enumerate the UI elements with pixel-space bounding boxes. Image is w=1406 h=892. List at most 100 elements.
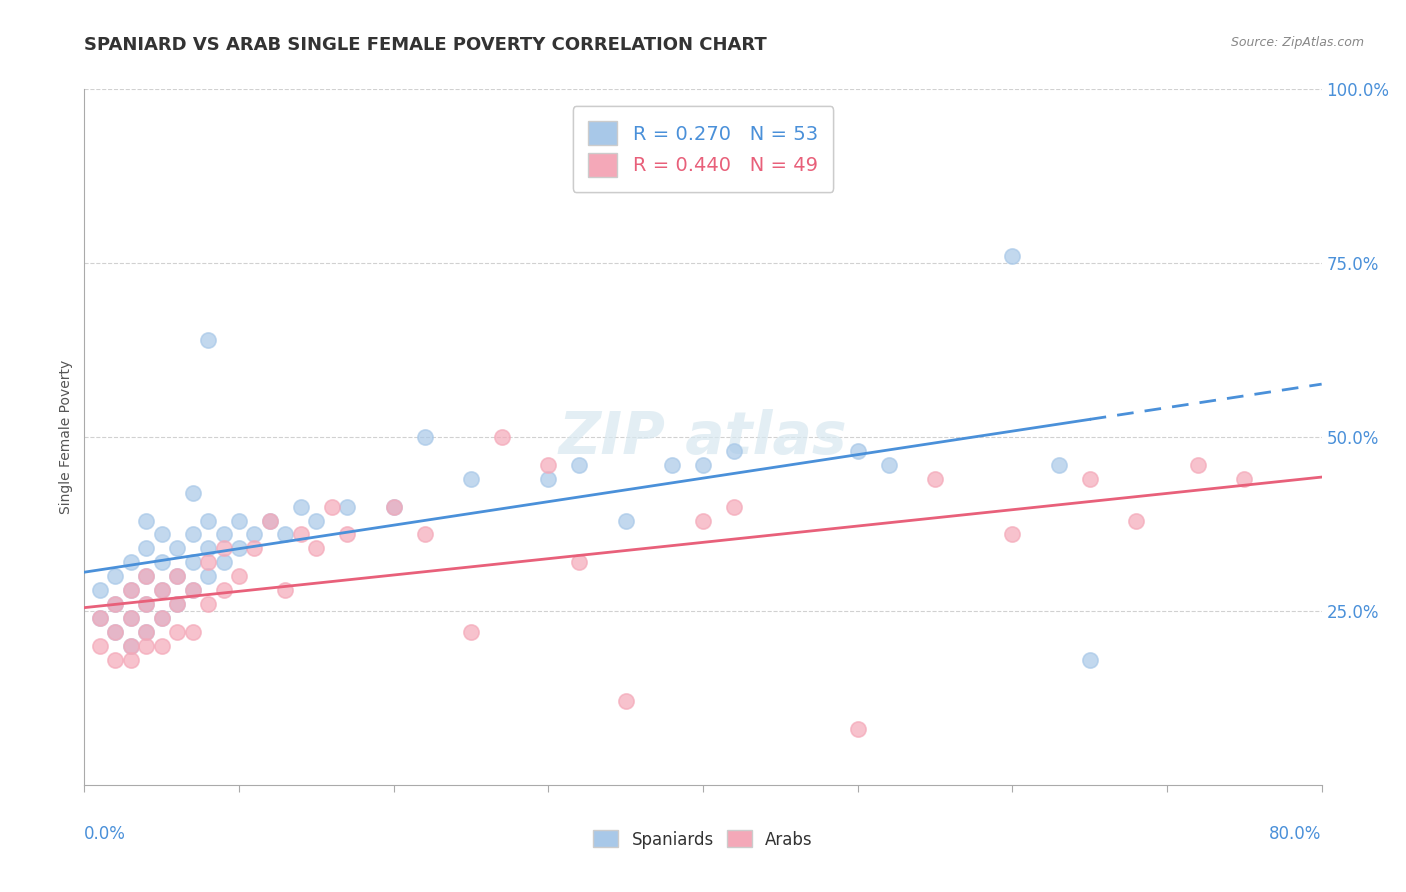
Point bbox=[104, 597, 127, 611]
Point bbox=[181, 527, 204, 541]
Point bbox=[104, 624, 127, 639]
Point bbox=[1187, 458, 1209, 472]
Point bbox=[120, 583, 142, 598]
Point bbox=[135, 624, 157, 639]
Point bbox=[120, 611, 142, 625]
Point bbox=[104, 597, 127, 611]
Point bbox=[150, 583, 173, 598]
Point bbox=[614, 694, 637, 708]
Point bbox=[212, 527, 235, 541]
Point bbox=[166, 597, 188, 611]
Point bbox=[723, 444, 745, 458]
Point bbox=[197, 333, 219, 347]
Point bbox=[166, 624, 188, 639]
Point bbox=[104, 653, 127, 667]
Point bbox=[1233, 472, 1256, 486]
Point bbox=[537, 472, 560, 486]
Point bbox=[135, 514, 157, 528]
Point bbox=[181, 624, 204, 639]
Legend: Spaniards, Arabs: Spaniards, Arabs bbox=[585, 822, 821, 857]
Point bbox=[1125, 514, 1147, 528]
Point bbox=[120, 583, 142, 598]
Point bbox=[197, 514, 219, 528]
Point bbox=[243, 541, 266, 556]
Point bbox=[197, 569, 219, 583]
Point bbox=[924, 472, 946, 486]
Y-axis label: Single Female Poverty: Single Female Poverty bbox=[59, 360, 73, 514]
Point bbox=[135, 597, 157, 611]
Text: 0.0%: 0.0% bbox=[84, 825, 127, 843]
Point bbox=[120, 639, 142, 653]
Point bbox=[568, 555, 591, 569]
Point bbox=[413, 430, 436, 444]
Point bbox=[197, 541, 219, 556]
Point bbox=[274, 527, 297, 541]
Legend: R = 0.270   N = 53, R = 0.440   N = 49: R = 0.270 N = 53, R = 0.440 N = 49 bbox=[572, 106, 834, 192]
Point bbox=[120, 639, 142, 653]
Point bbox=[166, 569, 188, 583]
Point bbox=[846, 723, 869, 737]
Point bbox=[212, 555, 235, 569]
Point bbox=[305, 541, 328, 556]
Point bbox=[1078, 653, 1101, 667]
Point bbox=[321, 500, 343, 514]
Point bbox=[135, 541, 157, 556]
Point bbox=[336, 527, 359, 541]
Point bbox=[135, 639, 157, 653]
Point bbox=[846, 444, 869, 458]
Point bbox=[150, 527, 173, 541]
Point bbox=[877, 458, 900, 472]
Point bbox=[104, 624, 127, 639]
Point bbox=[197, 555, 219, 569]
Point bbox=[120, 653, 142, 667]
Point bbox=[661, 458, 683, 472]
Point bbox=[89, 611, 111, 625]
Point bbox=[228, 541, 250, 556]
Point bbox=[89, 583, 111, 598]
Point bbox=[460, 624, 482, 639]
Point bbox=[166, 541, 188, 556]
Point bbox=[491, 430, 513, 444]
Point bbox=[135, 569, 157, 583]
Point bbox=[166, 569, 188, 583]
Point bbox=[382, 500, 405, 514]
Point bbox=[692, 458, 714, 472]
Point bbox=[723, 500, 745, 514]
Point bbox=[274, 583, 297, 598]
Point bbox=[290, 500, 312, 514]
Point bbox=[89, 611, 111, 625]
Point bbox=[537, 458, 560, 472]
Point bbox=[135, 624, 157, 639]
Point bbox=[228, 514, 250, 528]
Point bbox=[568, 458, 591, 472]
Point bbox=[1001, 527, 1024, 541]
Point bbox=[614, 514, 637, 528]
Point bbox=[228, 569, 250, 583]
Text: 80.0%: 80.0% bbox=[1270, 825, 1322, 843]
Point bbox=[150, 611, 173, 625]
Point bbox=[104, 569, 127, 583]
Text: ZIP atlas: ZIP atlas bbox=[558, 409, 848, 466]
Point bbox=[181, 583, 204, 598]
Point bbox=[259, 514, 281, 528]
Point bbox=[89, 639, 111, 653]
Point bbox=[305, 514, 328, 528]
Point bbox=[212, 541, 235, 556]
Point bbox=[181, 583, 204, 598]
Point bbox=[1001, 249, 1024, 263]
Point bbox=[1078, 472, 1101, 486]
Point bbox=[135, 569, 157, 583]
Point bbox=[197, 597, 219, 611]
Point bbox=[290, 527, 312, 541]
Point bbox=[135, 597, 157, 611]
Point bbox=[243, 527, 266, 541]
Point bbox=[1047, 458, 1070, 472]
Point bbox=[150, 583, 173, 598]
Point bbox=[212, 583, 235, 598]
Point bbox=[692, 514, 714, 528]
Point bbox=[150, 555, 173, 569]
Point bbox=[181, 485, 204, 500]
Point bbox=[259, 514, 281, 528]
Text: Source: ZipAtlas.com: Source: ZipAtlas.com bbox=[1230, 36, 1364, 49]
Point bbox=[181, 555, 204, 569]
